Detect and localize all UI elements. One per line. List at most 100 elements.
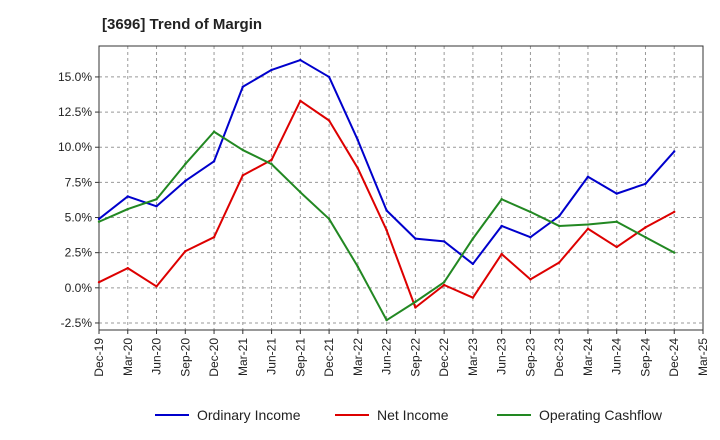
data-point — [586, 175, 590, 178]
data-point — [673, 150, 676, 153]
data-point — [299, 191, 302, 194]
data-point — [673, 210, 676, 214]
data-point — [557, 214, 561, 218]
data-point — [97, 217, 101, 221]
data-point — [327, 217, 331, 221]
data-point — [327, 119, 331, 122]
chart-title: [3696] Trend of Margin — [102, 16, 263, 33]
x-tick-label: Jun-23 — [495, 338, 509, 375]
legend-swatch — [155, 414, 189, 416]
legend-swatch — [335, 414, 369, 416]
y-tick-label: 7.5% — [65, 175, 93, 189]
data-point — [385, 209, 388, 212]
data-point — [356, 265, 360, 268]
data-point — [126, 195, 129, 198]
y-axis: -2.5% 0.0% 2.5% 5.0% 7.5% 10.0% 12.5% 15.0% — [58, 70, 99, 330]
data-point — [471, 237, 475, 240]
data-point — [241, 85, 245, 88]
data-point — [615, 245, 618, 249]
y-tick-label: 12.5% — [58, 105, 92, 119]
series-operating-cashflow — [97, 130, 676, 322]
x-tick-label: Jun-22 — [380, 338, 394, 375]
data-point — [442, 283, 446, 287]
data-point — [97, 220, 101, 223]
x-tick-label: Mar-24 — [581, 338, 595, 376]
x-tick-label: Mar-23 — [466, 338, 480, 376]
data-point — [586, 223, 590, 226]
x-tick-label: Sep-21 — [293, 338, 307, 377]
data-point — [184, 179, 187, 183]
data-point — [644, 236, 647, 239]
y-tick-label: 10.0% — [58, 140, 92, 154]
x-tick-label: Sep-22 — [408, 338, 422, 377]
y-tick-label: 2.5% — [65, 246, 93, 260]
data-point — [529, 278, 532, 281]
x-axis: Dec-19 Mar-20 Jun-20 Sep-20 Dec-20 Mar-21 Jun-… — [92, 330, 710, 377]
legend-item: Net Income — [335, 404, 449, 426]
x-tick-label: Mar-20 — [121, 338, 135, 376]
data-point — [327, 75, 331, 79]
x-tick-label: Dec-22 — [437, 338, 451, 377]
data-point — [471, 296, 475, 299]
data-point — [299, 99, 302, 103]
data-point — [557, 224, 561, 228]
data-point — [126, 266, 129, 270]
x-tick-label: Dec-19 — [92, 338, 106, 377]
y-tick-label: -2.5% — [61, 316, 93, 330]
x-tick-label: Dec-24 — [667, 338, 681, 377]
data-point — [673, 251, 676, 254]
data-point — [500, 198, 503, 201]
x-tick-label: Dec-20 — [207, 338, 221, 377]
legend: Ordinary Income Net Income Operating Cashf… — [0, 404, 720, 428]
y-tick-label: 0.0% — [65, 281, 93, 295]
y-tick-label: 5.0% — [65, 211, 93, 225]
data-point — [615, 220, 618, 223]
data-point — [644, 182, 647, 185]
x-tick-label: Mar-21 — [236, 338, 250, 376]
data-point — [270, 162, 273, 166]
data-point — [155, 285, 158, 288]
data-point — [586, 227, 590, 230]
data-point — [356, 138, 360, 142]
data-point — [471, 262, 475, 266]
series-ordinary-income — [97, 58, 676, 266]
data-point — [356, 167, 360, 170]
x-tick-label: Jun-24 — [610, 338, 624, 375]
series-net-income — [97, 99, 676, 309]
data-point — [385, 228, 388, 232]
x-tick-label: Dec-23 — [552, 338, 566, 377]
data-point — [155, 198, 158, 201]
legend-label: Net Income — [377, 407, 449, 423]
legend-label: Operating Cashflow — [539, 407, 662, 423]
data-point — [442, 240, 446, 243]
data-point — [442, 280, 446, 284]
data-point — [212, 160, 216, 163]
data-point — [241, 148, 245, 152]
legend-label: Ordinary Income — [197, 407, 301, 423]
data-point — [241, 174, 245, 177]
data-point — [615, 192, 618, 195]
data-point — [155, 205, 158, 208]
data-point — [385, 318, 388, 322]
y-tick-label: 15.0% — [58, 70, 92, 84]
data-point — [414, 306, 417, 309]
data-point — [212, 130, 216, 133]
data-point — [184, 162, 187, 166]
data-point — [299, 58, 302, 62]
legend-item: Operating Cashflow — [497, 404, 662, 426]
x-tick-label: Sep-23 — [523, 338, 537, 377]
data-point — [644, 226, 647, 229]
x-tick-label: Jun-21 — [265, 338, 279, 375]
data-point — [500, 252, 503, 256]
data-point — [270, 68, 273, 72]
x-tick-label: Sep-24 — [638, 338, 652, 377]
data-point — [184, 250, 187, 253]
data-point — [529, 210, 532, 214]
grid-layer — [98, 46, 704, 330]
data-point — [414, 300, 417, 304]
series-layer — [97, 58, 676, 322]
data-point — [97, 280, 101, 284]
data-point — [557, 261, 561, 264]
legend-item: Ordinary Income — [155, 404, 300, 426]
